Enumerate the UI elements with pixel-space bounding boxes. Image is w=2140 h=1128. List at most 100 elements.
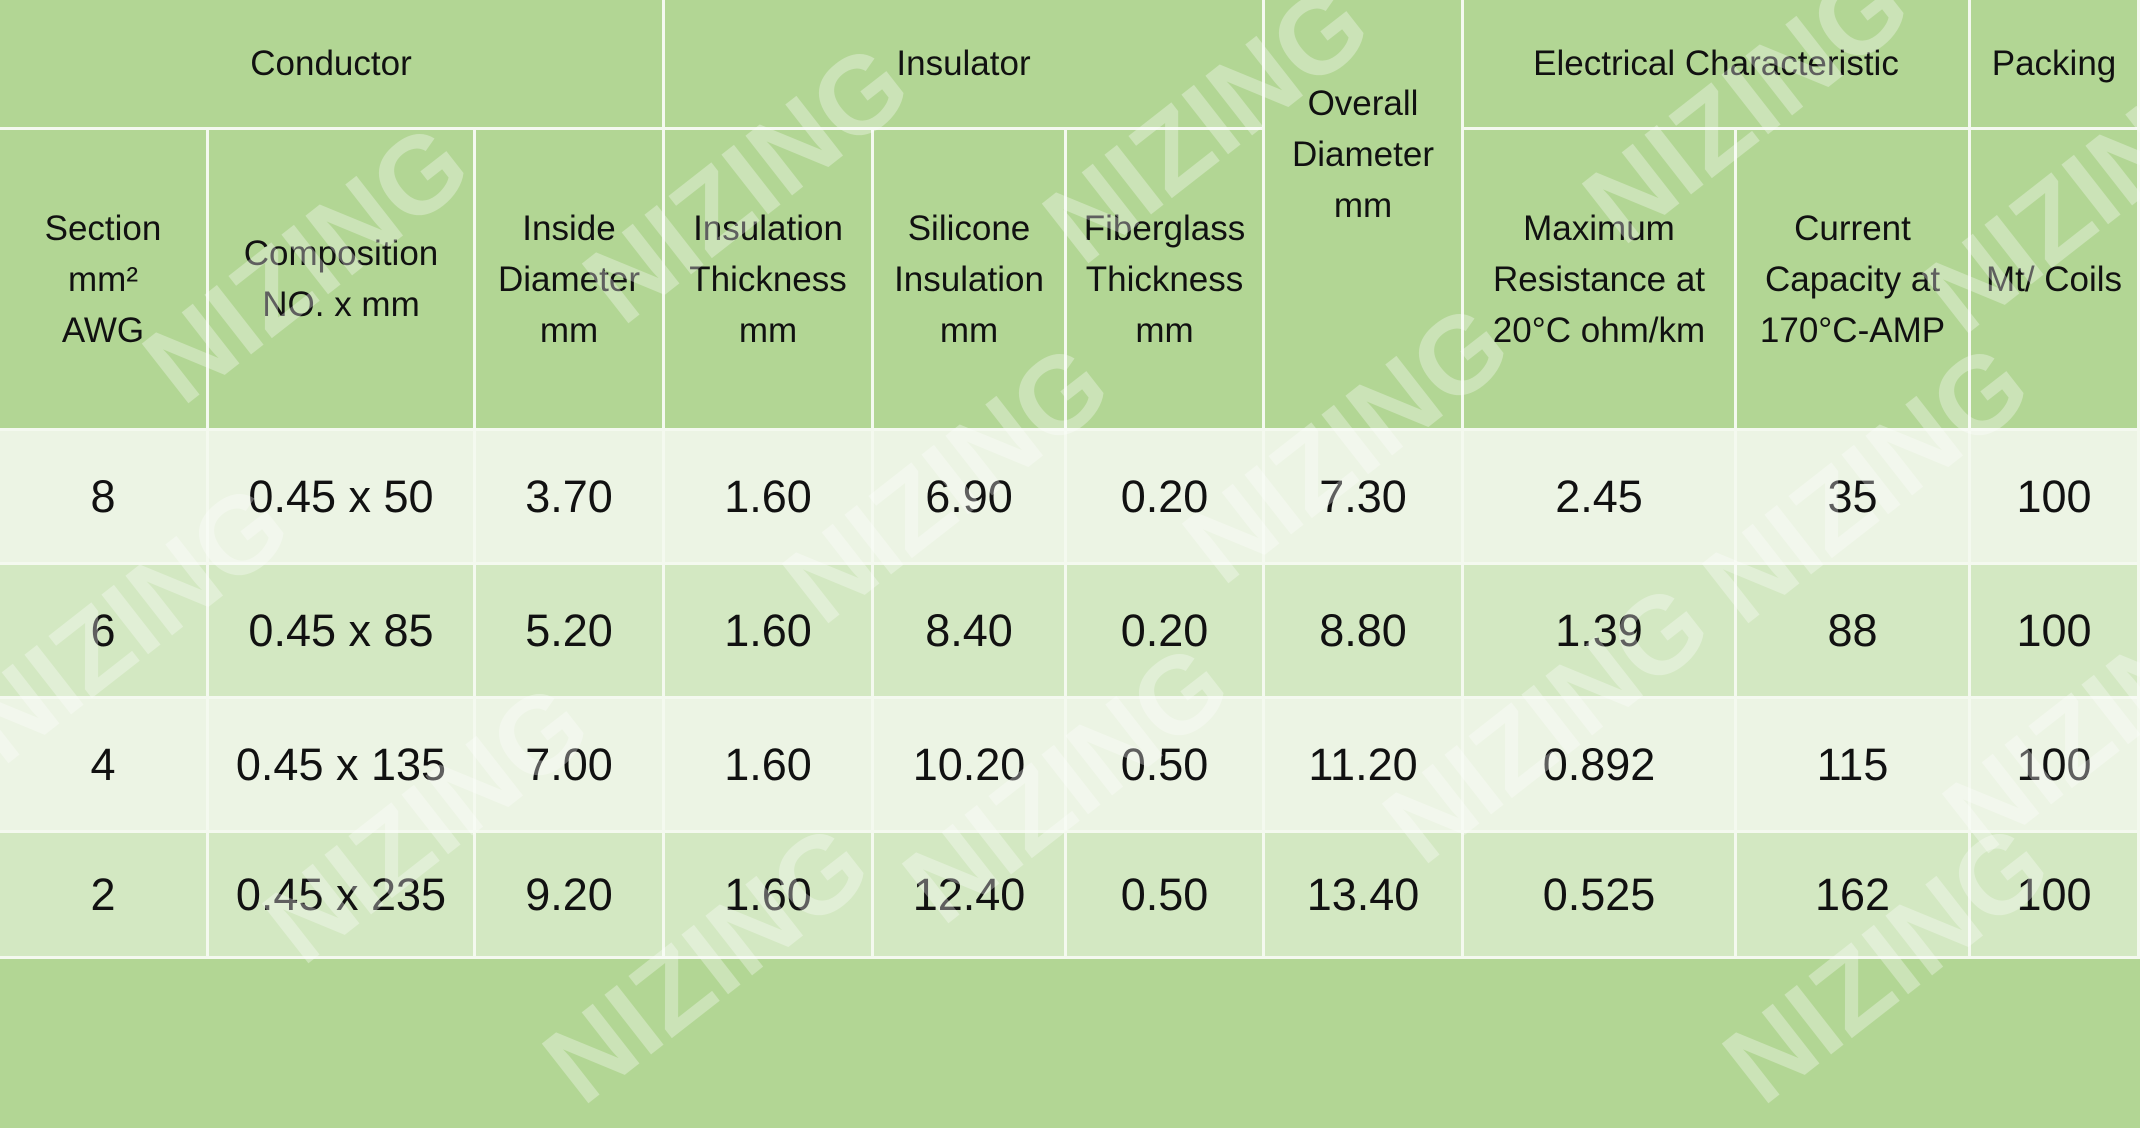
cell-text: 1.60 (724, 738, 812, 790)
column-header-line: Current (1794, 208, 1911, 248)
column-header-line: Diameter (1292, 134, 1434, 174)
cell-text: 0.50 (1120, 738, 1209, 790)
group-header-text: Insulator (896, 44, 1031, 83)
table-cell: 1.60 (665, 565, 874, 699)
table-cell: 1.39 (1464, 565, 1737, 699)
cell-text: 0.45 x 235 (235, 868, 447, 920)
cell-text: 13.40 (1306, 868, 1420, 920)
cell-text: 8.40 (925, 604, 1013, 656)
cell-text: 1.39 (1555, 604, 1643, 656)
column-header-line: AWG (61, 310, 145, 350)
group-header: Conductor (0, 0, 665, 130)
column-header-line: mm (738, 310, 798, 350)
table-cell: 2 (0, 833, 209, 959)
table-cell: 88 (1737, 565, 1971, 699)
table-cell: 5.20 (476, 565, 665, 699)
cell-text: 6 (90, 604, 116, 656)
cell-text: 4 (90, 738, 116, 790)
cell-text: 7.00 (525, 738, 613, 790)
table-cell: 2.45 (1464, 431, 1737, 565)
column-header: Composition NO. x mm (209, 130, 476, 431)
table-cell: 0.45 x 235 (209, 833, 476, 959)
column-header-line: NO. x mm (262, 285, 420, 324)
cell-text: 1.60 (724, 868, 812, 920)
table-cell: 0.892 (1464, 699, 1737, 833)
column-header-line: Capacity at (1764, 259, 1941, 299)
table-cell: 162 (1737, 833, 1971, 959)
table-cell: 6 (0, 565, 209, 699)
cell-text: 0.45 x 135 (235, 738, 447, 790)
column-header-line: Diameter (498, 259, 640, 299)
column-header-line: Fiberglass (1083, 208, 1246, 248)
column-header-line: mm² (68, 259, 138, 299)
column-header: Silicone Insulation mm (874, 130, 1067, 431)
table-cell: 12.40 (874, 833, 1067, 959)
column-header-line: Maximum (1523, 208, 1675, 248)
cell-text: 6.90 (925, 470, 1013, 522)
cell-text: 9.20 (525, 868, 613, 920)
table-cell: 1.60 (665, 833, 874, 959)
column-header-line: Insulation (894, 259, 1044, 299)
column-header: Inside Diameter mm (476, 130, 665, 431)
cell-text: 88 (1827, 604, 1878, 656)
table-cell: 100 (1971, 565, 2140, 699)
column-header-line: Inside (522, 208, 616, 248)
cell-text: 100 (2016, 738, 2092, 790)
table-cell: 0.20 (1067, 565, 1265, 699)
table-cell: 0.525 (1464, 833, 1737, 959)
column-header-line: mm (939, 310, 999, 350)
table-cell: 8 (0, 431, 209, 565)
table-cell: 0.45 x 85 (209, 565, 476, 699)
column-header-line: mm (539, 310, 599, 350)
cell-text: 100 (2016, 868, 2092, 920)
group-header-text: Packing (1991, 44, 2117, 83)
column-header-line: Resistance at (1492, 259, 1706, 299)
cell-text: 0.892 (1542, 738, 1656, 790)
cell-text: 2.45 (1555, 470, 1643, 522)
column-header: Maximum Resistance at 20°C ohm/km (1464, 130, 1737, 431)
table-cell: 100 (1971, 699, 2140, 833)
cell-text: 8.80 (1319, 604, 1407, 656)
table-cell: 8.80 (1265, 565, 1464, 699)
cell-text: 8 (90, 470, 116, 522)
table-cell: 115 (1737, 699, 1971, 833)
table-cell: 0.50 (1067, 699, 1265, 833)
table-cell: 7.00 (476, 699, 665, 833)
table-cell: 6.90 (874, 431, 1067, 565)
group-header-text: Conductor (250, 44, 412, 83)
column-header: Overall Diameter mm (1265, 0, 1464, 431)
column-header-line: 170°C-AMP (1759, 310, 1946, 350)
column-header-line: Overall (1307, 83, 1419, 123)
table-cell: 0.45 x 135 (209, 699, 476, 833)
table-cell: 3.70 (476, 431, 665, 565)
cell-text: 1.60 (724, 604, 812, 656)
column-header: Fiberglass Thickness mm (1067, 130, 1265, 431)
table-cell: 0.50 (1067, 833, 1265, 959)
cell-text: 2 (90, 868, 116, 920)
cell-text: 0.50 (1120, 868, 1209, 920)
table-cell: 9.20 (476, 833, 665, 959)
table-cell: 13.40 (1265, 833, 1464, 959)
group-header: Insulator (665, 0, 1265, 130)
table-cell: 0.20 (1067, 431, 1265, 565)
column-header: Insulation Thickness mm (665, 130, 874, 431)
column-header-line: Mt/ Coils (1985, 259, 2123, 299)
table-cell: 100 (1971, 833, 2140, 959)
column-header-line: 20°C ohm/km (1492, 310, 1706, 350)
column-header-line: Composition (243, 234, 439, 273)
table-cell: 35 (1737, 431, 1971, 565)
table-cell: 8.40 (874, 565, 1067, 699)
table-cell: 4 (0, 699, 209, 833)
cell-text: 5.20 (525, 604, 613, 656)
column-header-line: Silicone (907, 208, 1031, 248)
cell-text: 35 (1827, 470, 1878, 522)
group-header-text: Electrical Characteristic (1533, 44, 1899, 83)
group-header: Packing (1971, 0, 2140, 130)
column-header-line: Section (44, 208, 162, 248)
table-cell: 1.60 (665, 431, 874, 565)
group-header: Electrical Characteristic (1464, 0, 1971, 130)
cell-text: 100 (2016, 470, 2092, 522)
table-cell: 1.60 (665, 699, 874, 833)
cell-text: 10.20 (912, 738, 1026, 790)
column-header: Current Capacity at 170°C-AMP (1737, 130, 1971, 431)
